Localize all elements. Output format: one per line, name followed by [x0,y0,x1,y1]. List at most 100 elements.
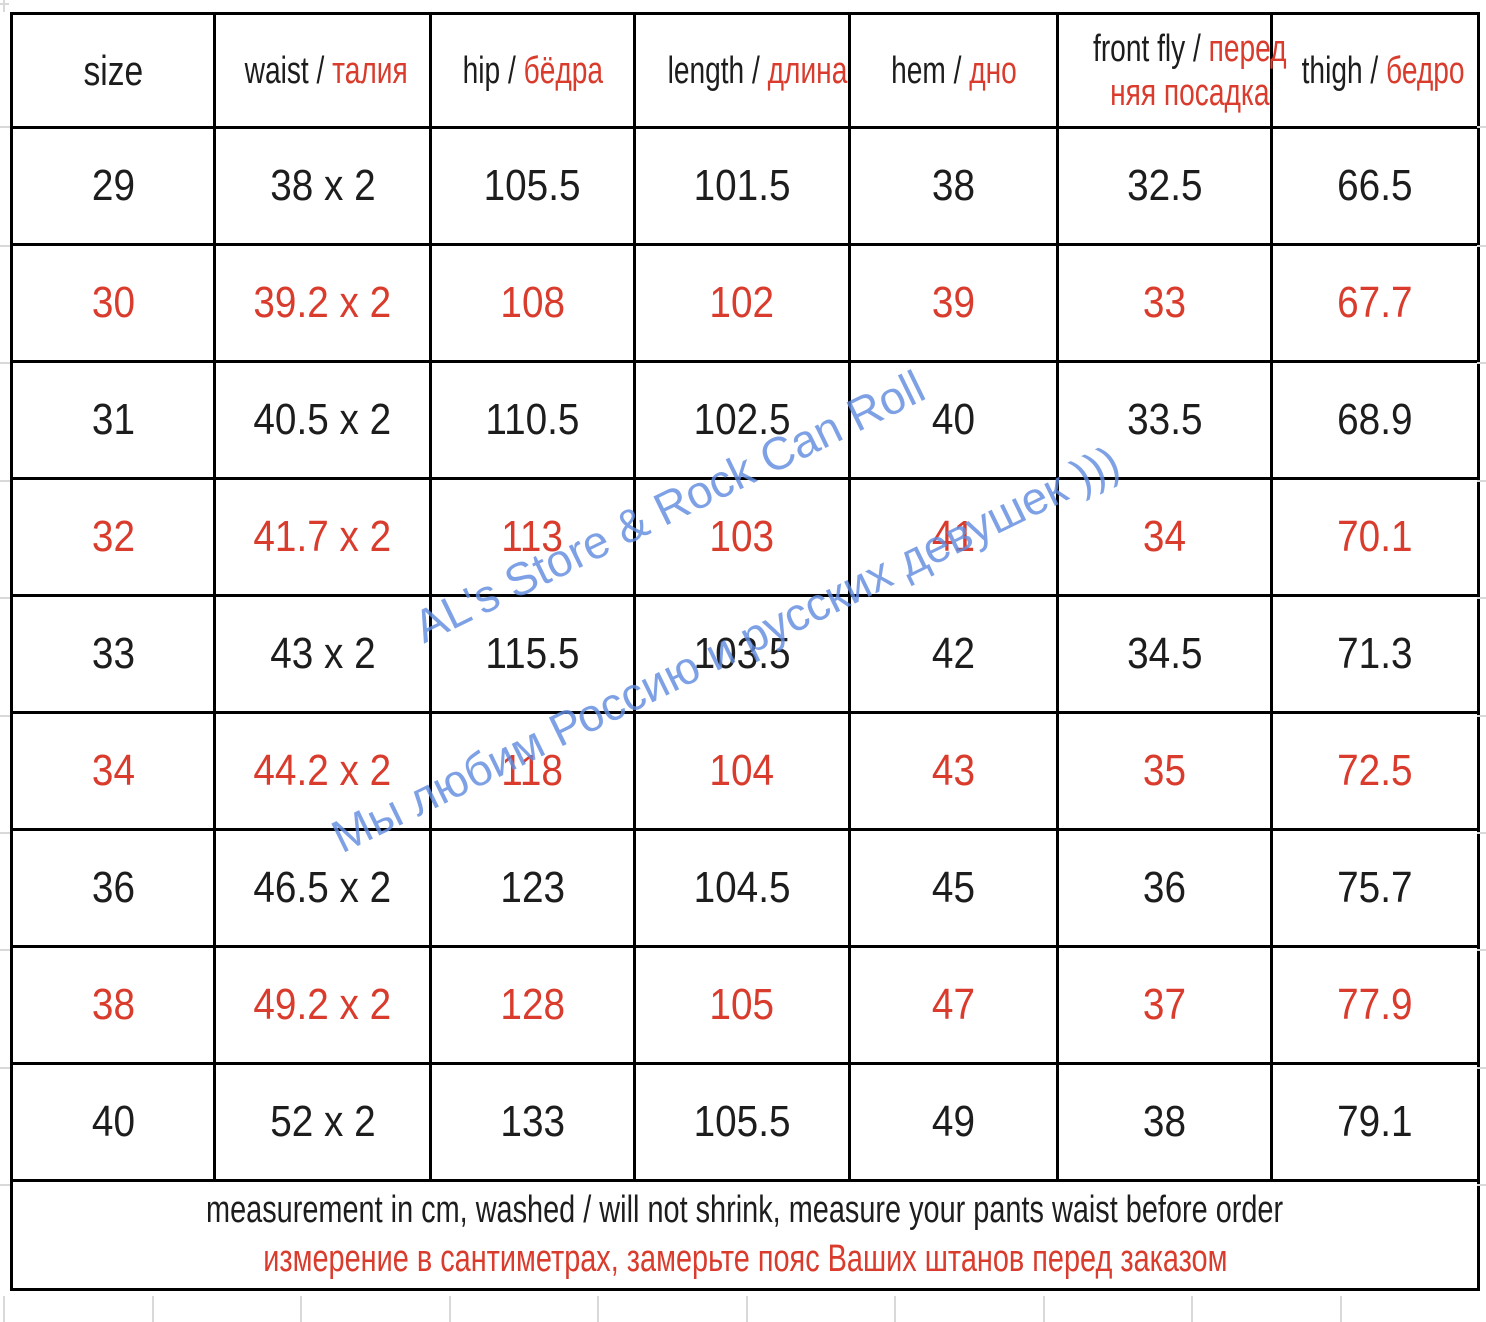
size-cell: 45 [848,828,1059,948]
size-cell: 30 [10,243,216,363]
gridline-stub-row-right [1477,715,1486,717]
size-cell: 104 [633,711,851,831]
size-cell: 38 x 2 [213,126,432,246]
size-cell: 123 [429,828,636,948]
size-cell: 29 [10,126,216,246]
gridline-stub-row-right [1477,832,1486,834]
size-cell: 103 [633,477,851,597]
size-cell: 37 [1056,945,1273,1065]
column-header-size: size [10,12,216,129]
gridline-stub-row-left [0,245,10,247]
footer-note-en: measurement in cm, washed / will not shr… [206,1189,1284,1231]
size-cell: 52 x 2 [213,1062,432,1182]
size-cell: 49 [848,1062,1059,1182]
size-cell: 110.5 [429,360,636,480]
gridline-stub-bottom [746,1296,748,1322]
size-cell: 108 [429,243,636,363]
gridline-stub-bottom [3,1296,5,1322]
gridline-stub-top-left [0,3,9,5]
gridline-stub-row-right [1477,362,1486,364]
gridline-stub-row-right [1477,1067,1486,1069]
footer-row: measurement in cm, washed / will not shr… [10,1179,1480,1291]
size-cell: 41 [848,477,1059,597]
size-cell: 70.1 [1270,477,1480,597]
size-cell: 43 [848,711,1059,831]
size-cell: 42 [848,594,1059,714]
gridline-stub-row-left [0,832,10,834]
size-cell: 46.5 x 2 [213,828,432,948]
gridline-stub-bottom [1043,1296,1045,1322]
size-cell: 105 [633,945,851,1065]
size-row-33: 33 43 x 2 115.5 103.5 42 34.5 71.3 [10,594,1480,714]
size-cell: 104.5 [633,828,851,948]
size-cell: 71.3 [1270,594,1480,714]
gridline-stub-bottom [1340,1296,1342,1322]
gridline-stub-row-left [0,1184,10,1186]
size-cell: 34.5 [1056,594,1273,714]
size-cell: 38 [848,126,1059,246]
size-cell: 68.9 [1270,360,1480,480]
gridline-stub-bottom [300,1296,302,1322]
gridline-stub-row-right [1477,480,1486,482]
gridline-stub-row-right [1477,949,1486,951]
size-cell: 33 [10,594,216,714]
size-cell: 105.5 [633,1062,851,1182]
size-cell: 32 [10,477,216,597]
size-cell: 115.5 [429,594,636,714]
gridline-stub-row-right [1477,597,1486,599]
size-cell: 67.7 [1270,243,1480,363]
size-cell: 77.9 [1270,945,1480,1065]
size-cell: 79.1 [1270,1062,1480,1182]
footer-note-ru: измерение в сантиметрах, замерьте пояс В… [262,1238,1228,1280]
size-cell: 36 [1056,828,1273,948]
size-cell: 38 [10,945,216,1065]
gridline-stub-row-left [0,949,10,951]
column-header-thigh: thigh / бедро [1270,12,1480,129]
size-cell: 40.5 x 2 [213,360,432,480]
size-cell: 35 [1056,711,1273,831]
column-header-waist: waist / талия [213,12,432,129]
size-row-34: 34 44.2 x 2 118 104 43 35 72.5 [10,711,1480,831]
gridline-stub-bottom [597,1296,599,1322]
size-cell: 128 [429,945,636,1065]
size-cell: 34 [10,711,216,831]
column-header-front-fly: front fly / перед няя посадка [1056,12,1287,129]
column-header-length: length / длина [633,12,851,129]
size-cell: 34 [1056,477,1273,597]
size-cell: 102 [633,243,851,363]
size-cell: 39 [848,243,1059,363]
size-cell: 32.5 [1056,126,1273,246]
size-cell: 39.2 x 2 [213,243,432,363]
gridline-stub-bottom [1191,1296,1193,1322]
gridline-stub-bottom [894,1296,896,1322]
gridline-stub-row-right [1477,126,1486,128]
footer-note-cell: measurement in cm, washed / will not shr… [10,1179,1480,1291]
gridline-stub-top-left [3,0,5,12]
header-row: size waist / талия hip / бёдра length / дли… [10,12,1480,129]
size-row-38: 38 49.2 x 2 128 105 47 37 77.9 [10,945,1480,1065]
gridline-stub-row-left [0,362,10,364]
size-cell: 66.5 [1270,126,1480,246]
gridline-stub-row-left [0,597,10,599]
size-cell: 33 [1056,243,1273,363]
size-cell: 41.7 x 2 [213,477,432,597]
size-cell: 103.5 [633,594,851,714]
size-cell: 105.5 [429,126,636,246]
size-cell: 133 [429,1062,636,1182]
gridline-stub-row-left [0,126,10,128]
size-row-29: 29 38 x 2 105.5 101.5 38 32.5 66.5 [10,126,1480,246]
size-cell: 36 [10,828,216,948]
size-cell: 31 [10,360,216,480]
size-cell: 113 [429,477,636,597]
gridline-stub-row-left [0,715,10,717]
size-cell: 33.5 [1056,360,1273,480]
size-cell: 44.2 x 2 [213,711,432,831]
gridline-stub-row-left [0,480,10,482]
size-row-36: 36 46.5 x 2 123 104.5 45 36 75.7 [10,828,1480,948]
column-header-hem: hem / дно [848,12,1059,129]
size-cell: 75.7 [1270,828,1480,948]
gridline-stub-row-right [1477,1184,1486,1186]
size-cell: 40 [848,360,1059,480]
size-row-31: 31 40.5 x 2 110.5 102.5 40 33.5 68.9 [10,360,1480,480]
